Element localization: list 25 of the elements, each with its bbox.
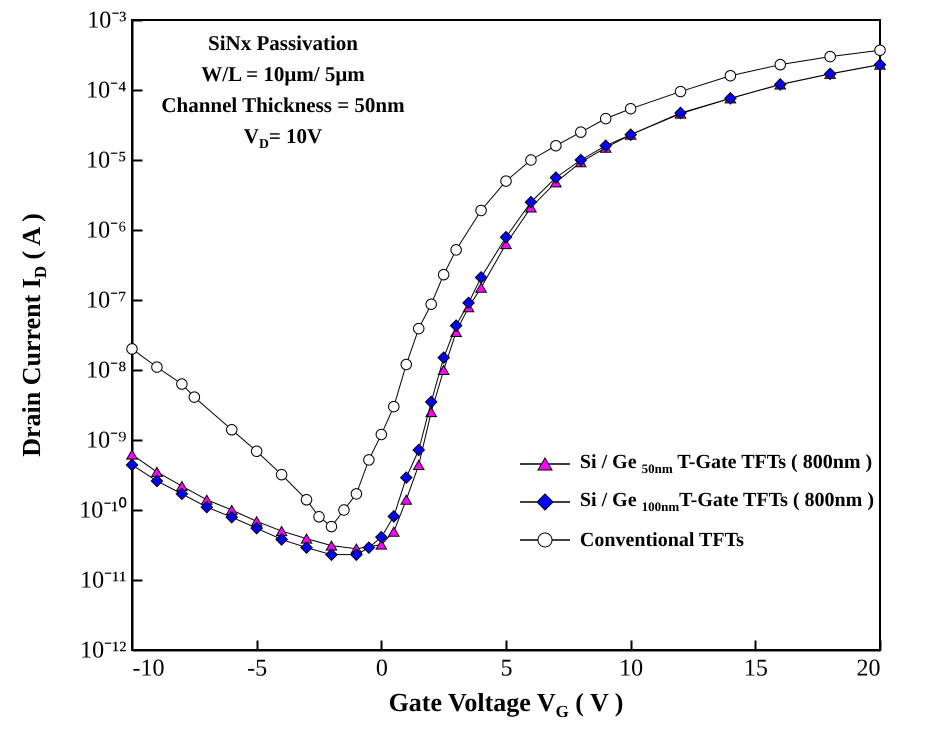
annotation: SiNx Passivation bbox=[207, 30, 359, 57]
annotation: Channel Thickness = 50nm bbox=[160, 92, 406, 119]
x-tick-label: -5 bbox=[247, 656, 268, 682]
x-tick-label: 0 bbox=[376, 656, 388, 682]
x-tick-label: 20 bbox=[856, 656, 880, 682]
x-tick-label: 5 bbox=[500, 656, 512, 682]
y-tick-label: 10⁻⁷ bbox=[86, 288, 126, 314]
annotation: W/L = 10μm/ 5μm bbox=[200, 61, 366, 88]
legend-label: Si / Ge $_{100nm}$T-Gate TFTs ( 800nm ) bbox=[580, 489, 874, 515]
y-tick-label: 10⁻⁶ bbox=[86, 218, 126, 244]
y-tick-label: 10⁻¹⁰ bbox=[79, 496, 126, 524]
y-tick-label: 10⁻³ bbox=[87, 8, 126, 34]
y-tick-label: 10⁻⁹ bbox=[86, 428, 126, 454]
y-tick-label: 10⁻¹² bbox=[80, 638, 126, 664]
x-tick-label: 10 bbox=[619, 656, 644, 682]
legend-label: Si / Ge $_{50nm}$ T-Gate TFTs ( 800nm ) bbox=[580, 451, 872, 477]
annotation: V$_{D}$= 10V bbox=[242, 123, 324, 154]
y-tick-label: 10⁻⁵ bbox=[86, 148, 126, 174]
x-tick-label: -10 bbox=[132, 656, 164, 682]
x-tick-label: 15 bbox=[744, 656, 768, 682]
x-axis-title: Gate Voltage V$_{G}$ ( V ) bbox=[388, 688, 624, 722]
legend-label: Conventional TFTs bbox=[580, 528, 744, 552]
y-tick-label: 10⁻¹¹ bbox=[80, 568, 126, 594]
y-tick-label: 10⁻⁸ bbox=[86, 358, 126, 384]
y-tick-label: 10⁻⁴ bbox=[86, 78, 126, 104]
